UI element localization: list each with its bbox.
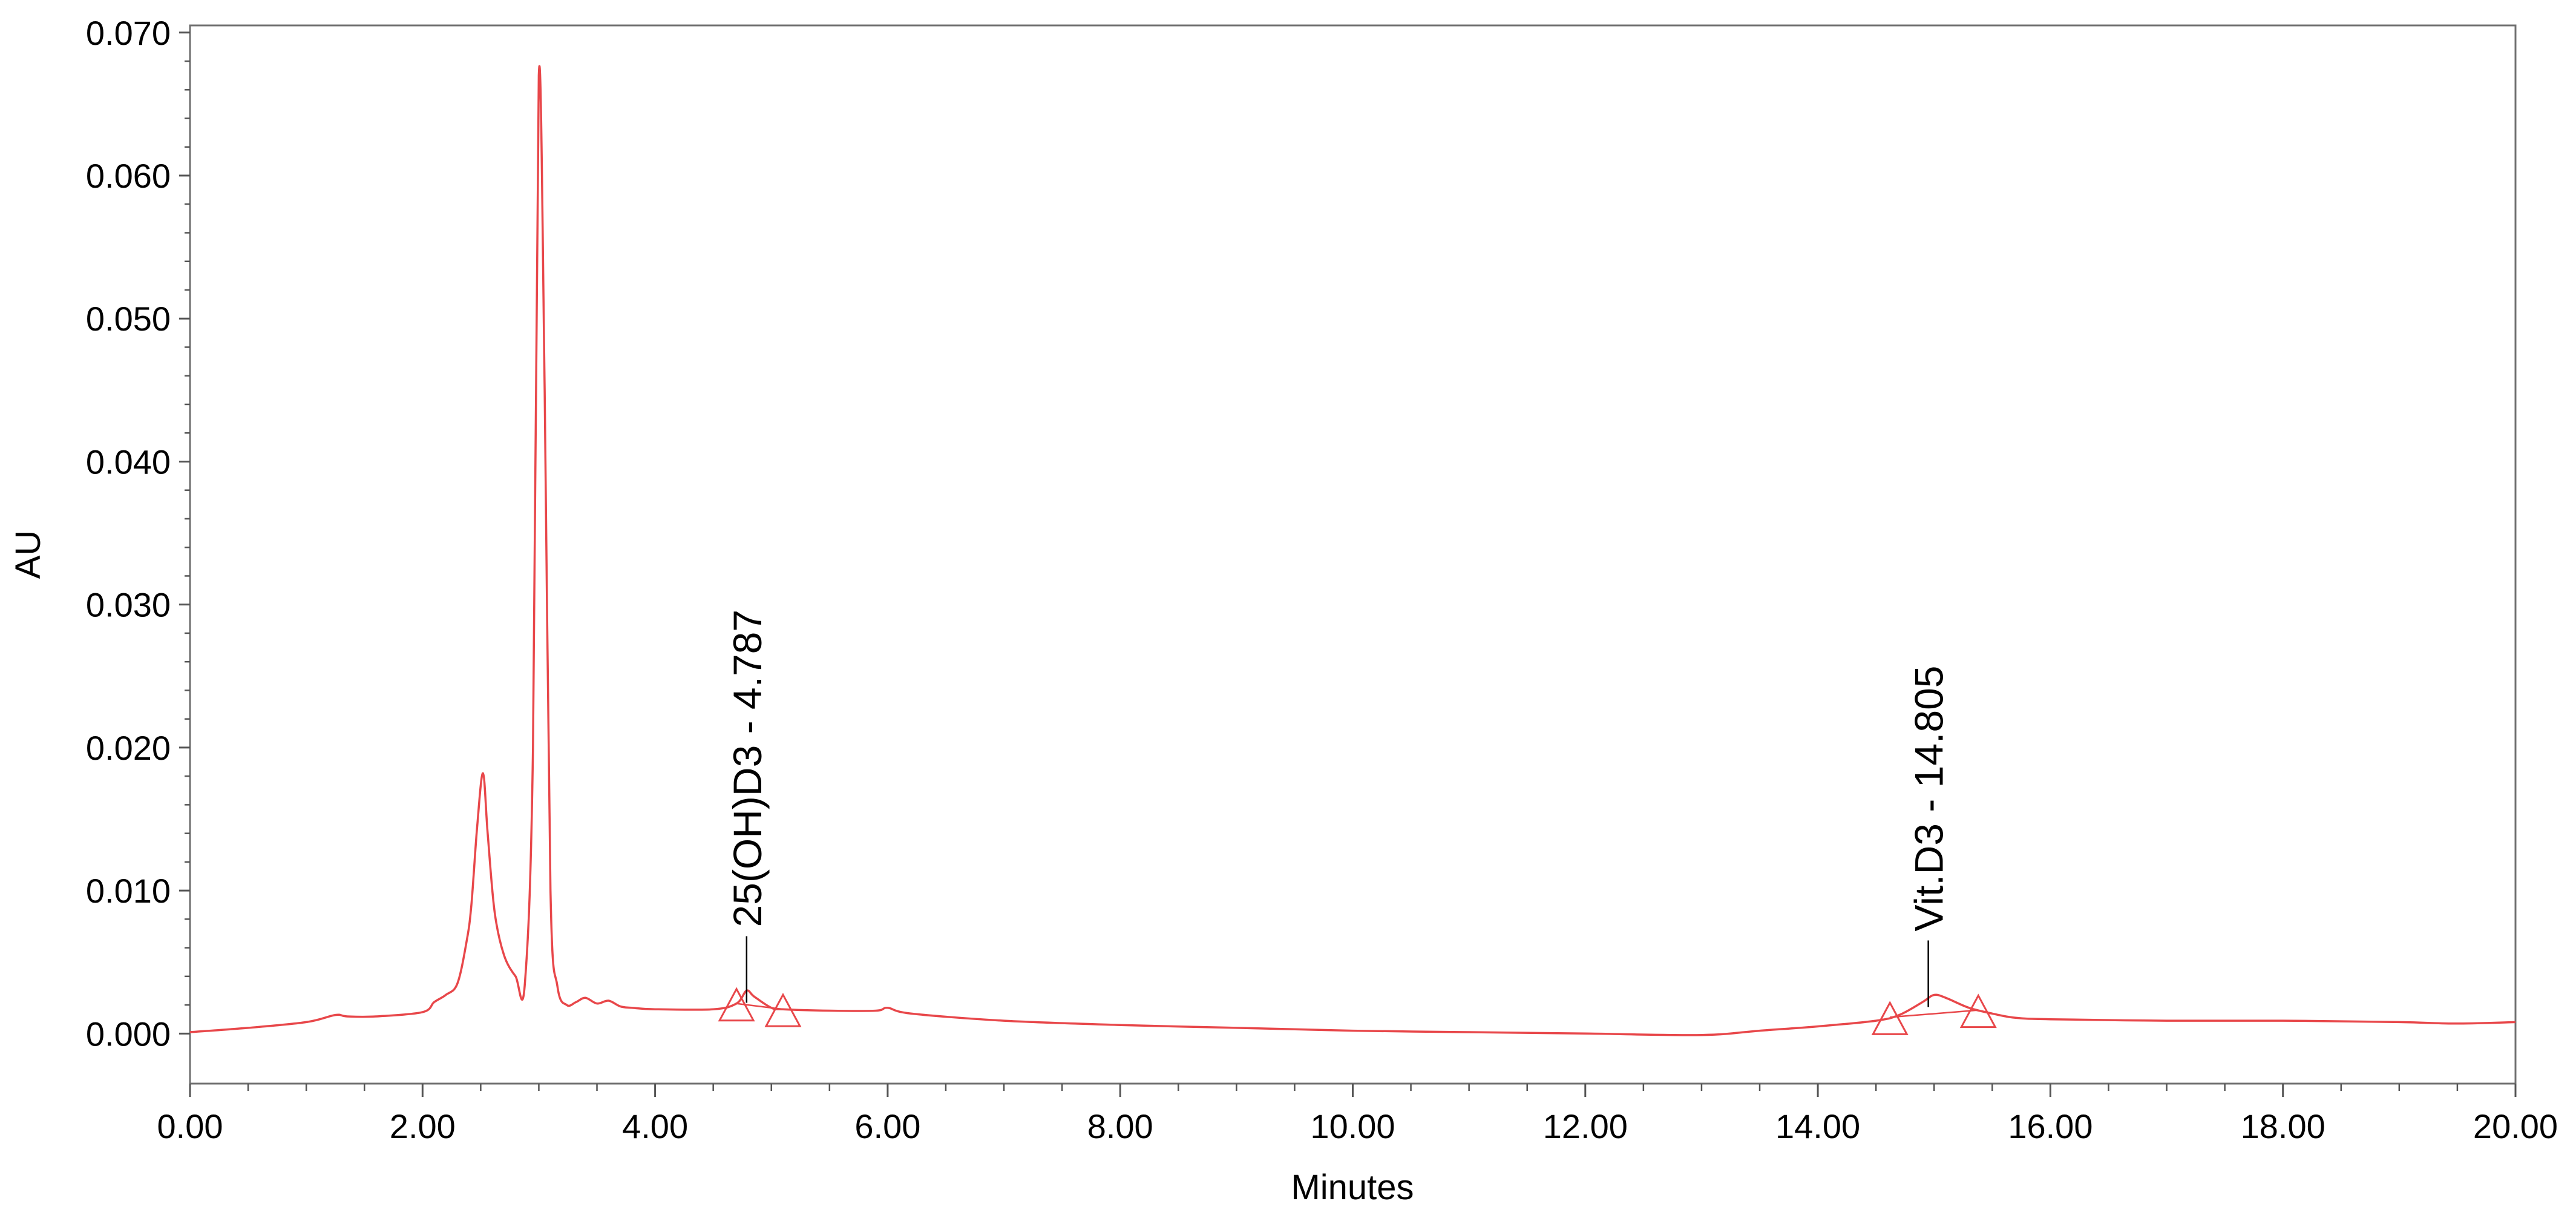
y-tick-label: 0.050 bbox=[86, 300, 171, 338]
y-tick-label: 0.000 bbox=[86, 1015, 171, 1053]
x-tick-label: 12.00 bbox=[1543, 1107, 1628, 1145]
x-tick-label: 6.00 bbox=[854, 1107, 920, 1145]
peak-marker-triangle bbox=[1959, 993, 1997, 1029]
y-axis-label: AU bbox=[8, 530, 48, 579]
x-tick-label: 18.00 bbox=[2241, 1107, 2325, 1145]
peak-label: 25(OH)D3 - 4.787 bbox=[725, 610, 770, 927]
peak-marker-triangle bbox=[764, 993, 802, 1027]
x-tick-label: 4.00 bbox=[622, 1107, 688, 1145]
y-tick-label: 0.040 bbox=[86, 443, 171, 481]
x-tick-label: 16.00 bbox=[2008, 1107, 2093, 1145]
x-tick-label: 10.00 bbox=[1310, 1107, 1395, 1145]
y-tick-label: 0.060 bbox=[86, 157, 171, 195]
plot-area bbox=[189, 24, 2517, 1085]
peak-annotations: 25(OH)D3 - 4.787 Vit.D3 - 14.805 bbox=[718, 610, 1997, 1035]
x-axis-ticks: 0.00 2.00 4.00 6.00 8.00 10.00 12.00 14.00 16.00… bbox=[157, 1084, 2558, 1145]
y-axis-ticks: 0.000 0.010 0.020 0.030 0.040 0.050 0.060 0.070 bbox=[86, 14, 190, 1053]
y-tick-label: 0.070 bbox=[86, 14, 171, 52]
peak-marker-triangle bbox=[1871, 1001, 1909, 1035]
peak-label: Vit.D3 - 14.805 bbox=[1907, 665, 1952, 931]
y-tick-label: 0.020 bbox=[86, 729, 171, 767]
y-tick-label: 0.030 bbox=[86, 586, 171, 624]
x-tick-label: 2.00 bbox=[390, 1107, 456, 1145]
x-tick-label: 14.00 bbox=[1775, 1107, 1860, 1145]
y-tick-label: 0.010 bbox=[86, 872, 171, 910]
x-tick-label: 0.00 bbox=[157, 1107, 223, 1145]
peak-baseline bbox=[1890, 1009, 1979, 1018]
x-tick-label: 20.00 bbox=[2473, 1107, 2558, 1145]
chromatogram-trace bbox=[189, 65, 2516, 1036]
peak-marker-triangle bbox=[718, 987, 755, 1022]
x-axis-label: Minutes bbox=[1291, 1168, 1414, 1207]
x-tick-label: 8.00 bbox=[1087, 1107, 1153, 1145]
